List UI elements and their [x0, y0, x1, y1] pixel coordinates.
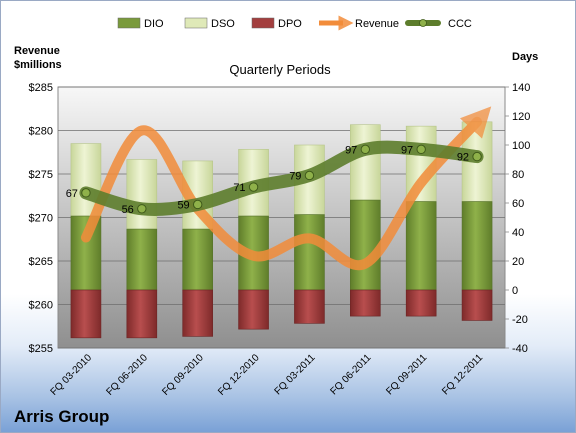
x-axis-tick-label: FQ 06-2010 — [104, 352, 150, 398]
ccc-data-label: 56 — [122, 204, 134, 216]
right-axis-tick-label: 100 — [512, 140, 530, 152]
left-axis-title-line-2: $millions — [14, 59, 62, 71]
ccc-data-label: 59 — [177, 199, 189, 211]
ccc-data-label: 67 — [66, 188, 78, 200]
legend-label-dio: DIO — [144, 18, 164, 30]
bar-dpo — [126, 289, 158, 339]
ccc-point — [304, 170, 315, 181]
x-axis-tick-label: FQ 03-2011 — [273, 352, 318, 397]
plot-title: Quarterly Periods — [229, 62, 331, 77]
bar-dso — [126, 159, 158, 230]
legend-label-dso: DSO — [211, 18, 235, 30]
bar-dpo — [405, 289, 437, 317]
x-axis-tick-label: FQ 09-2011 — [384, 352, 429, 397]
ccc-point — [360, 144, 371, 155]
legend-label-revenue: Revenue — [355, 18, 399, 30]
bar-dio — [461, 201, 493, 291]
left-axis-tick-label: $260 — [29, 300, 53, 312]
x-axis-tick-label: FQ 12-2011 — [440, 352, 485, 397]
left-axis-tick-label: $280 — [29, 126, 53, 138]
ccc-point — [192, 199, 203, 210]
bar-dpo — [461, 289, 493, 321]
left-axis-title: Revenue $millions — [14, 44, 62, 72]
right-axis-tick-label: 80 — [512, 169, 524, 181]
x-axis-tick-label: FQ 12-2010 — [216, 352, 262, 398]
ccc-point — [472, 151, 482, 162]
x-axis-tick-label: FQ 06-2011 — [328, 352, 373, 397]
right-axis-tick-label: 20 — [512, 256, 524, 268]
right-axis-tick-label: 140 — [512, 82, 530, 94]
bar-dpo — [182, 289, 213, 337]
bar-dpo — [294, 289, 325, 324]
ccc-data-label: 71 — [233, 182, 245, 194]
right-axis-tick-label: 120 — [512, 111, 530, 123]
left-axis-tick-label: $285 — [29, 82, 53, 94]
bar-dio — [182, 228, 213, 291]
bar-dio — [405, 201, 437, 291]
left-axis-title-line-1: Revenue — [14, 45, 60, 57]
legend-swatch-dio — [117, 17, 141, 29]
legend-label-dpo: DPO — [278, 18, 302, 30]
bar-dpo — [350, 289, 381, 317]
bar-dio — [294, 214, 325, 291]
right-axis-tick-label: 0 — [512, 285, 518, 297]
right-axis: -40 -20 0 20 40 60 80 100 120 140 — [505, 82, 530, 355]
ccc-point — [137, 204, 147, 214]
left-axis-tick-label: $275 — [29, 169, 53, 181]
legend-swatch-dso — [184, 17, 208, 29]
bar-dpo — [70, 289, 102, 339]
ccc-data-label: 97 — [401, 144, 413, 156]
ccc-point — [81, 188, 91, 198]
legend-swatch-ccc-point — [419, 19, 427, 27]
bar-dio — [350, 199, 381, 291]
ccc-points: 67 56 59 71 79 97 97 92 — [66, 144, 482, 216]
legend-swatch-dpo — [251, 17, 275, 29]
right-axis-tick-label: -40 — [512, 343, 528, 355]
x-axis: FQ 03-2010 FQ 06-2010 FQ 09-2010 FQ 12-2010… — [49, 352, 486, 398]
left-axis-tick-label: $265 — [29, 256, 53, 268]
company-name: Arris Group — [14, 407, 110, 426]
x-axis-tick-label: FQ 09-2010 — [160, 352, 206, 398]
legend-label-ccc: CCC — [448, 18, 472, 30]
x-axis-tick-label: FQ 03-2010 — [49, 352, 95, 398]
ccc-point — [416, 144, 426, 155]
left-axis-tick-label: $270 — [29, 213, 53, 225]
ccc-point — [248, 182, 259, 192]
bar-dio — [126, 228, 158, 291]
bar-dpo — [238, 289, 269, 330]
left-axis-tick-label: $255 — [29, 343, 53, 355]
ccc-data-label: 92 — [457, 152, 469, 164]
right-axis-tick-label: -20 — [512, 314, 528, 326]
revenue-line — [80, 106, 492, 271]
right-axis-tick-label: 40 — [512, 227, 524, 239]
right-axis-title: Days — [512, 51, 539, 63]
right-axis-tick-label: 60 — [512, 198, 524, 210]
ccc-data-label: 79 — [289, 170, 301, 182]
bar-dso — [350, 124, 381, 201]
ccc-data-label: 97 — [345, 144, 357, 156]
legend: DIO DSO DPO Revenue CCC — [117, 15, 472, 31]
